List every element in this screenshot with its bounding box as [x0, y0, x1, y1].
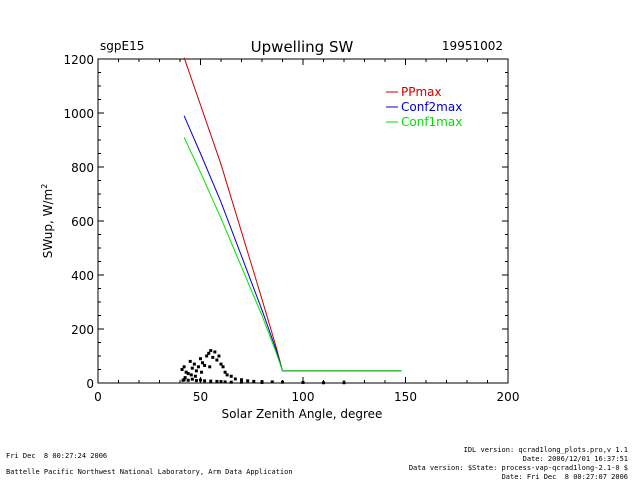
- observed-point: [194, 379, 198, 383]
- footer-right-line4: Date: Fri Dec 8 00:27:07 2006: [501, 473, 628, 481]
- observed-point: [281, 380, 284, 384]
- observed-point: [186, 378, 190, 382]
- observed-point: [322, 381, 325, 385]
- observed-point: [186, 372, 190, 376]
- y-tick-label: 1000: [63, 107, 94, 121]
- observed-point: [182, 378, 186, 382]
- legend-label: Conf1max: [401, 115, 462, 129]
- svg-text:SWup, W/m2: SWup, W/m2: [40, 184, 55, 259]
- observed-point: [233, 377, 237, 381]
- observed-point: [219, 380, 223, 384]
- observed-point: [209, 379, 213, 383]
- legend-label: Conf2max: [401, 100, 462, 114]
- observed-point: [215, 379, 219, 383]
- y-tick-label: 1200: [63, 53, 94, 67]
- y-axis-ticks: 0 200 400 600 800 1000 1200: [63, 53, 508, 391]
- observed-point: [221, 365, 225, 369]
- y-tick-label: 800: [71, 161, 94, 175]
- observed-point: [188, 359, 192, 363]
- x-axis-label: Solar Zenith Angle, degree: [222, 407, 383, 421]
- observed-point: [217, 354, 221, 358]
- x-tick-label: 50: [193, 390, 208, 404]
- observed-point: [342, 381, 346, 385]
- observed-point: [207, 351, 211, 355]
- chart-title: Upwelling SW: [251, 38, 354, 56]
- y-axis-label: SWup, W/m: [41, 189, 55, 259]
- observed-point: [190, 366, 194, 370]
- y-tick-label: 0: [86, 377, 94, 391]
- observed-point: [270, 380, 274, 384]
- footer-right-line3: Data version: $State: process-vap-qcrad1…: [408, 464, 628, 472]
- observed-point: [203, 379, 207, 383]
- legend-label: PPmax: [401, 85, 442, 99]
- series-line-conf2max: [183, 115, 402, 372]
- x-axis-ticks: 0 50 100 150 200: [94, 59, 519, 404]
- observed-point: [260, 380, 264, 384]
- series-lines: [183, 57, 402, 372]
- observed-point: [211, 355, 215, 359]
- observed-point: [190, 377, 194, 381]
- observed-point: [208, 365, 212, 369]
- y-tick-label: 600: [71, 215, 94, 229]
- observed-point: [240, 378, 243, 382]
- observed-point: [180, 368, 184, 371]
- observed-point: [200, 370, 204, 374]
- x-tick-label: 0: [94, 390, 102, 404]
- site-label: sgpE15: [100, 39, 144, 53]
- footer-left-line2: Battelle Pacific Northwest National Labo…: [6, 468, 293, 476]
- observed-point: [184, 370, 188, 374]
- y-axis-label-group: SWup, W/m2: [40, 184, 55, 259]
- observed-point: [183, 376, 187, 380]
- footer-right-line2: Date: 2006/12/01 16:37:51: [522, 455, 628, 463]
- observed-point: [201, 361, 205, 365]
- y-axis-label-superscript: 2: [40, 184, 49, 189]
- observed-point: [199, 378, 202, 382]
- series-line-ppmax: [183, 57, 402, 372]
- observed-point: [223, 370, 227, 374]
- observed-point: [189, 373, 193, 377]
- observed-point: [196, 365, 200, 369]
- observed-point: [199, 357, 202, 361]
- observed-point: [203, 363, 207, 367]
- observed-point: [193, 374, 197, 378]
- observed-point: [246, 379, 250, 383]
- observed-point: [219, 362, 223, 366]
- observed-point: [215, 358, 219, 362]
- observed-point: [240, 380, 243, 384]
- date-label: 19951002: [442, 39, 503, 53]
- observed-point: [205, 354, 209, 358]
- observed-point: [229, 374, 233, 378]
- observed-point: [225, 373, 229, 377]
- series-line-conf1max: [183, 137, 402, 372]
- observed-point: [213, 350, 217, 354]
- observed-point: [301, 380, 305, 384]
- observed-point: [192, 362, 196, 366]
- observed-point: [229, 380, 233, 384]
- observed-point: [194, 369, 198, 373]
- footer-left-line1: Fri Dec 8 00:27:24 2006: [6, 452, 108, 460]
- x-tick-label: 200: [497, 390, 520, 404]
- observed-point: [182, 365, 186, 369]
- x-tick-label: 100: [292, 390, 315, 404]
- footer-right-line1: IDL version: qcrad1long_plots.pro,v 1.1: [463, 446, 628, 454]
- y-tick-label: 200: [71, 323, 94, 337]
- x-tick-label: 150: [394, 390, 417, 404]
- observed-point: [223, 380, 227, 384]
- observed-data: [180, 349, 346, 385]
- observed-point: [252, 379, 256, 383]
- y-tick-label: 400: [71, 269, 94, 283]
- observed-point: [209, 349, 213, 353]
